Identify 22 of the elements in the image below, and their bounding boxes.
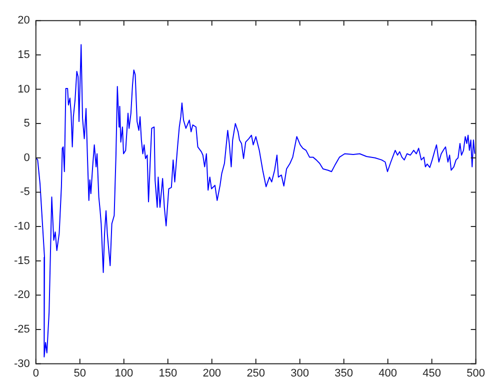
x-tick-label: 0 [32,367,39,380]
x-tick-label: 250 [246,367,266,380]
y-tick-label: -25 [14,324,30,336]
y-tick-label: -10 [14,220,30,233]
y-tick-label: -30 [14,358,30,370]
y-tick-label: 5 [24,118,30,130]
x-tick-label: 500 [466,367,486,380]
x-tick-label: 400 [378,367,398,380]
x-tick-label: 200 [202,367,222,380]
x-tick-label: 300 [290,367,310,380]
y-tick-label: 15 [18,48,30,61]
x-tick-label: 450 [422,367,442,380]
y-tick-label: -5 [20,186,30,198]
x-tick-label: 350 [334,367,354,380]
y-tick-label: 0 [24,152,30,164]
y-tick-label: -15 [14,254,30,267]
x-tick-label: 100 [114,367,134,380]
x-tick-label: 50 [74,367,86,380]
y-tick-label: -20 [14,289,30,302]
x-tick-label: 150 [158,367,178,380]
y-tick-label: 20 [18,14,30,27]
y-tick-label: 10 [18,83,30,96]
